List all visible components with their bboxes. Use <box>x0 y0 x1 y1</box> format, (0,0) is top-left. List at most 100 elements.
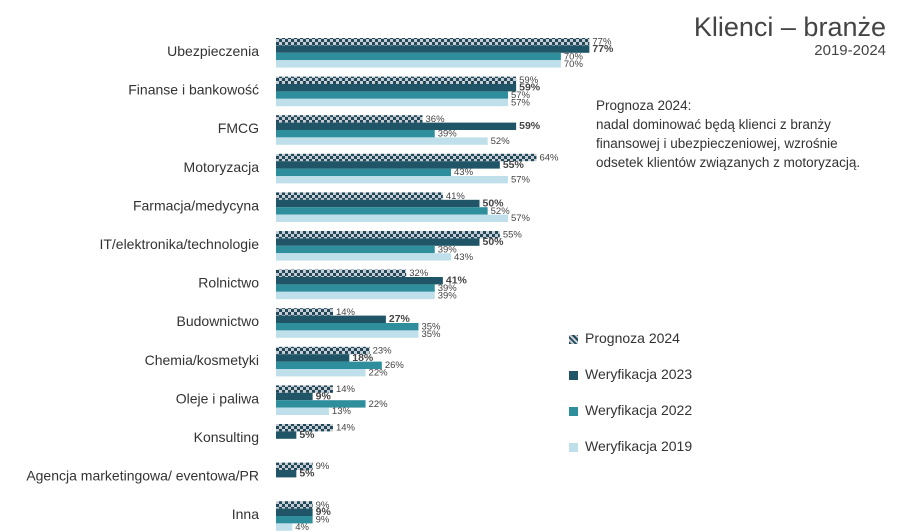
category-label: Inna <box>232 506 259 522</box>
category-label: IT/elektronika/technologie <box>99 236 259 252</box>
data-label: 50% <box>483 236 505 248</box>
bar <box>276 137 488 145</box>
data-label: 35% <box>421 329 441 340</box>
legend-label: Weryfikacja 2023 <box>585 366 693 382</box>
data-label: 64% <box>539 152 559 163</box>
bar <box>276 98 508 107</box>
bar <box>276 424 333 432</box>
legend-swatch <box>569 406 578 416</box>
bar <box>276 91 508 99</box>
bar <box>276 385 333 393</box>
bar <box>276 330 419 338</box>
data-label: 70% <box>564 51 584 62</box>
data-label: 52% <box>491 206 511 217</box>
bar <box>276 354 350 362</box>
bar <box>276 60 561 68</box>
bar <box>276 284 435 292</box>
data-label: 13% <box>332 406 352 417</box>
forecast-note-line: Prognoza 2024: <box>596 98 692 113</box>
bar <box>276 361 382 369</box>
forecast-note-line: odsetek klientów związanych z motoryzacj… <box>596 155 861 170</box>
bar <box>276 291 435 300</box>
data-label: 57% <box>511 213 531 224</box>
legend-item-weryfikacja-2023: Weryfikacja 2023 <box>569 366 692 382</box>
legend-item-weryfikacja-2022: Weryfikacja 2022 <box>569 402 692 418</box>
bar <box>276 84 517 92</box>
data-label: 52% <box>491 136 511 147</box>
data-label: 39% <box>438 244 458 255</box>
category-label: Rolnictwo <box>198 275 259 291</box>
bar <box>276 277 443 285</box>
data-label: 9% <box>316 500 330 511</box>
data-label: 14% <box>336 384 356 395</box>
bar <box>276 130 435 138</box>
bar <box>276 153 537 162</box>
bar <box>276 508 313 516</box>
bar <box>276 161 500 169</box>
bar <box>276 400 366 408</box>
bar <box>276 407 329 415</box>
category-label: Motoryzacja <box>184 159 260 175</box>
forecast-note-line: nadal dominować będą klienci z branży <box>596 117 831 132</box>
data-label: 57% <box>511 97 531 108</box>
bar <box>276 122 517 130</box>
forecast-note-line: finansowej i ubezpieczeniowej, wzrośnie <box>596 136 838 151</box>
data-label: 41% <box>446 191 466 202</box>
data-label: 39% <box>438 290 458 301</box>
data-label: 77% <box>592 37 612 48</box>
bar <box>276 253 452 261</box>
bar <box>276 192 443 200</box>
bar <box>276 392 313 401</box>
category-label: Oleje i paliwa <box>176 390 259 406</box>
data-label: 59% <box>519 120 541 132</box>
bar <box>276 308 333 316</box>
forecast-note: Prognoza 2024: nadal dominować będą klie… <box>596 96 896 172</box>
bar <box>276 523 293 531</box>
bar <box>276 238 480 246</box>
legend-swatch <box>569 334 578 344</box>
legend-label: Prognoza 2024 <box>585 330 680 346</box>
data-label: 50% <box>483 197 505 209</box>
bar <box>276 45 590 53</box>
bar <box>276 168 452 176</box>
category-label: Farmacja/medycyna <box>133 197 259 213</box>
bar <box>276 369 366 377</box>
data-label: 59% <box>519 82 541 94</box>
bar <box>276 115 423 123</box>
bar <box>276 470 297 478</box>
bar <box>276 231 500 239</box>
data-label: 57% <box>511 175 531 186</box>
data-label: 22% <box>369 399 389 410</box>
category-label: Konsulting <box>194 429 259 445</box>
data-label: 5% <box>299 468 315 480</box>
bar <box>276 176 508 184</box>
data-label: 4% <box>295 522 309 531</box>
bar <box>276 346 370 355</box>
data-label: 43% <box>454 167 474 178</box>
bar <box>276 76 517 84</box>
bar <box>276 462 313 470</box>
category-label: Ubezpieczenia <box>167 43 259 59</box>
data-label: 39% <box>438 283 458 294</box>
bar <box>276 199 480 208</box>
data-label: 23% <box>373 345 393 356</box>
data-label: 59% <box>519 75 539 86</box>
data-label: 9% <box>316 461 330 472</box>
bar <box>276 245 435 254</box>
bar <box>276 52 561 61</box>
bar <box>276 214 508 222</box>
data-label: 41% <box>446 275 468 287</box>
data-label: 9% <box>316 390 332 402</box>
legend-label: Weryfikacja 2019 <box>585 438 693 454</box>
data-label: 14% <box>336 423 356 434</box>
data-label: 77% <box>592 43 614 55</box>
legend-swatch <box>569 370 578 380</box>
data-label: 18% <box>352 352 374 364</box>
bar <box>276 38 590 46</box>
bar <box>276 269 407 277</box>
category-label: FMCG <box>218 120 259 136</box>
chart-title: Klienci – branże <box>693 12 886 42</box>
data-label: 27% <box>389 313 411 325</box>
data-label: 9% <box>316 506 332 518</box>
